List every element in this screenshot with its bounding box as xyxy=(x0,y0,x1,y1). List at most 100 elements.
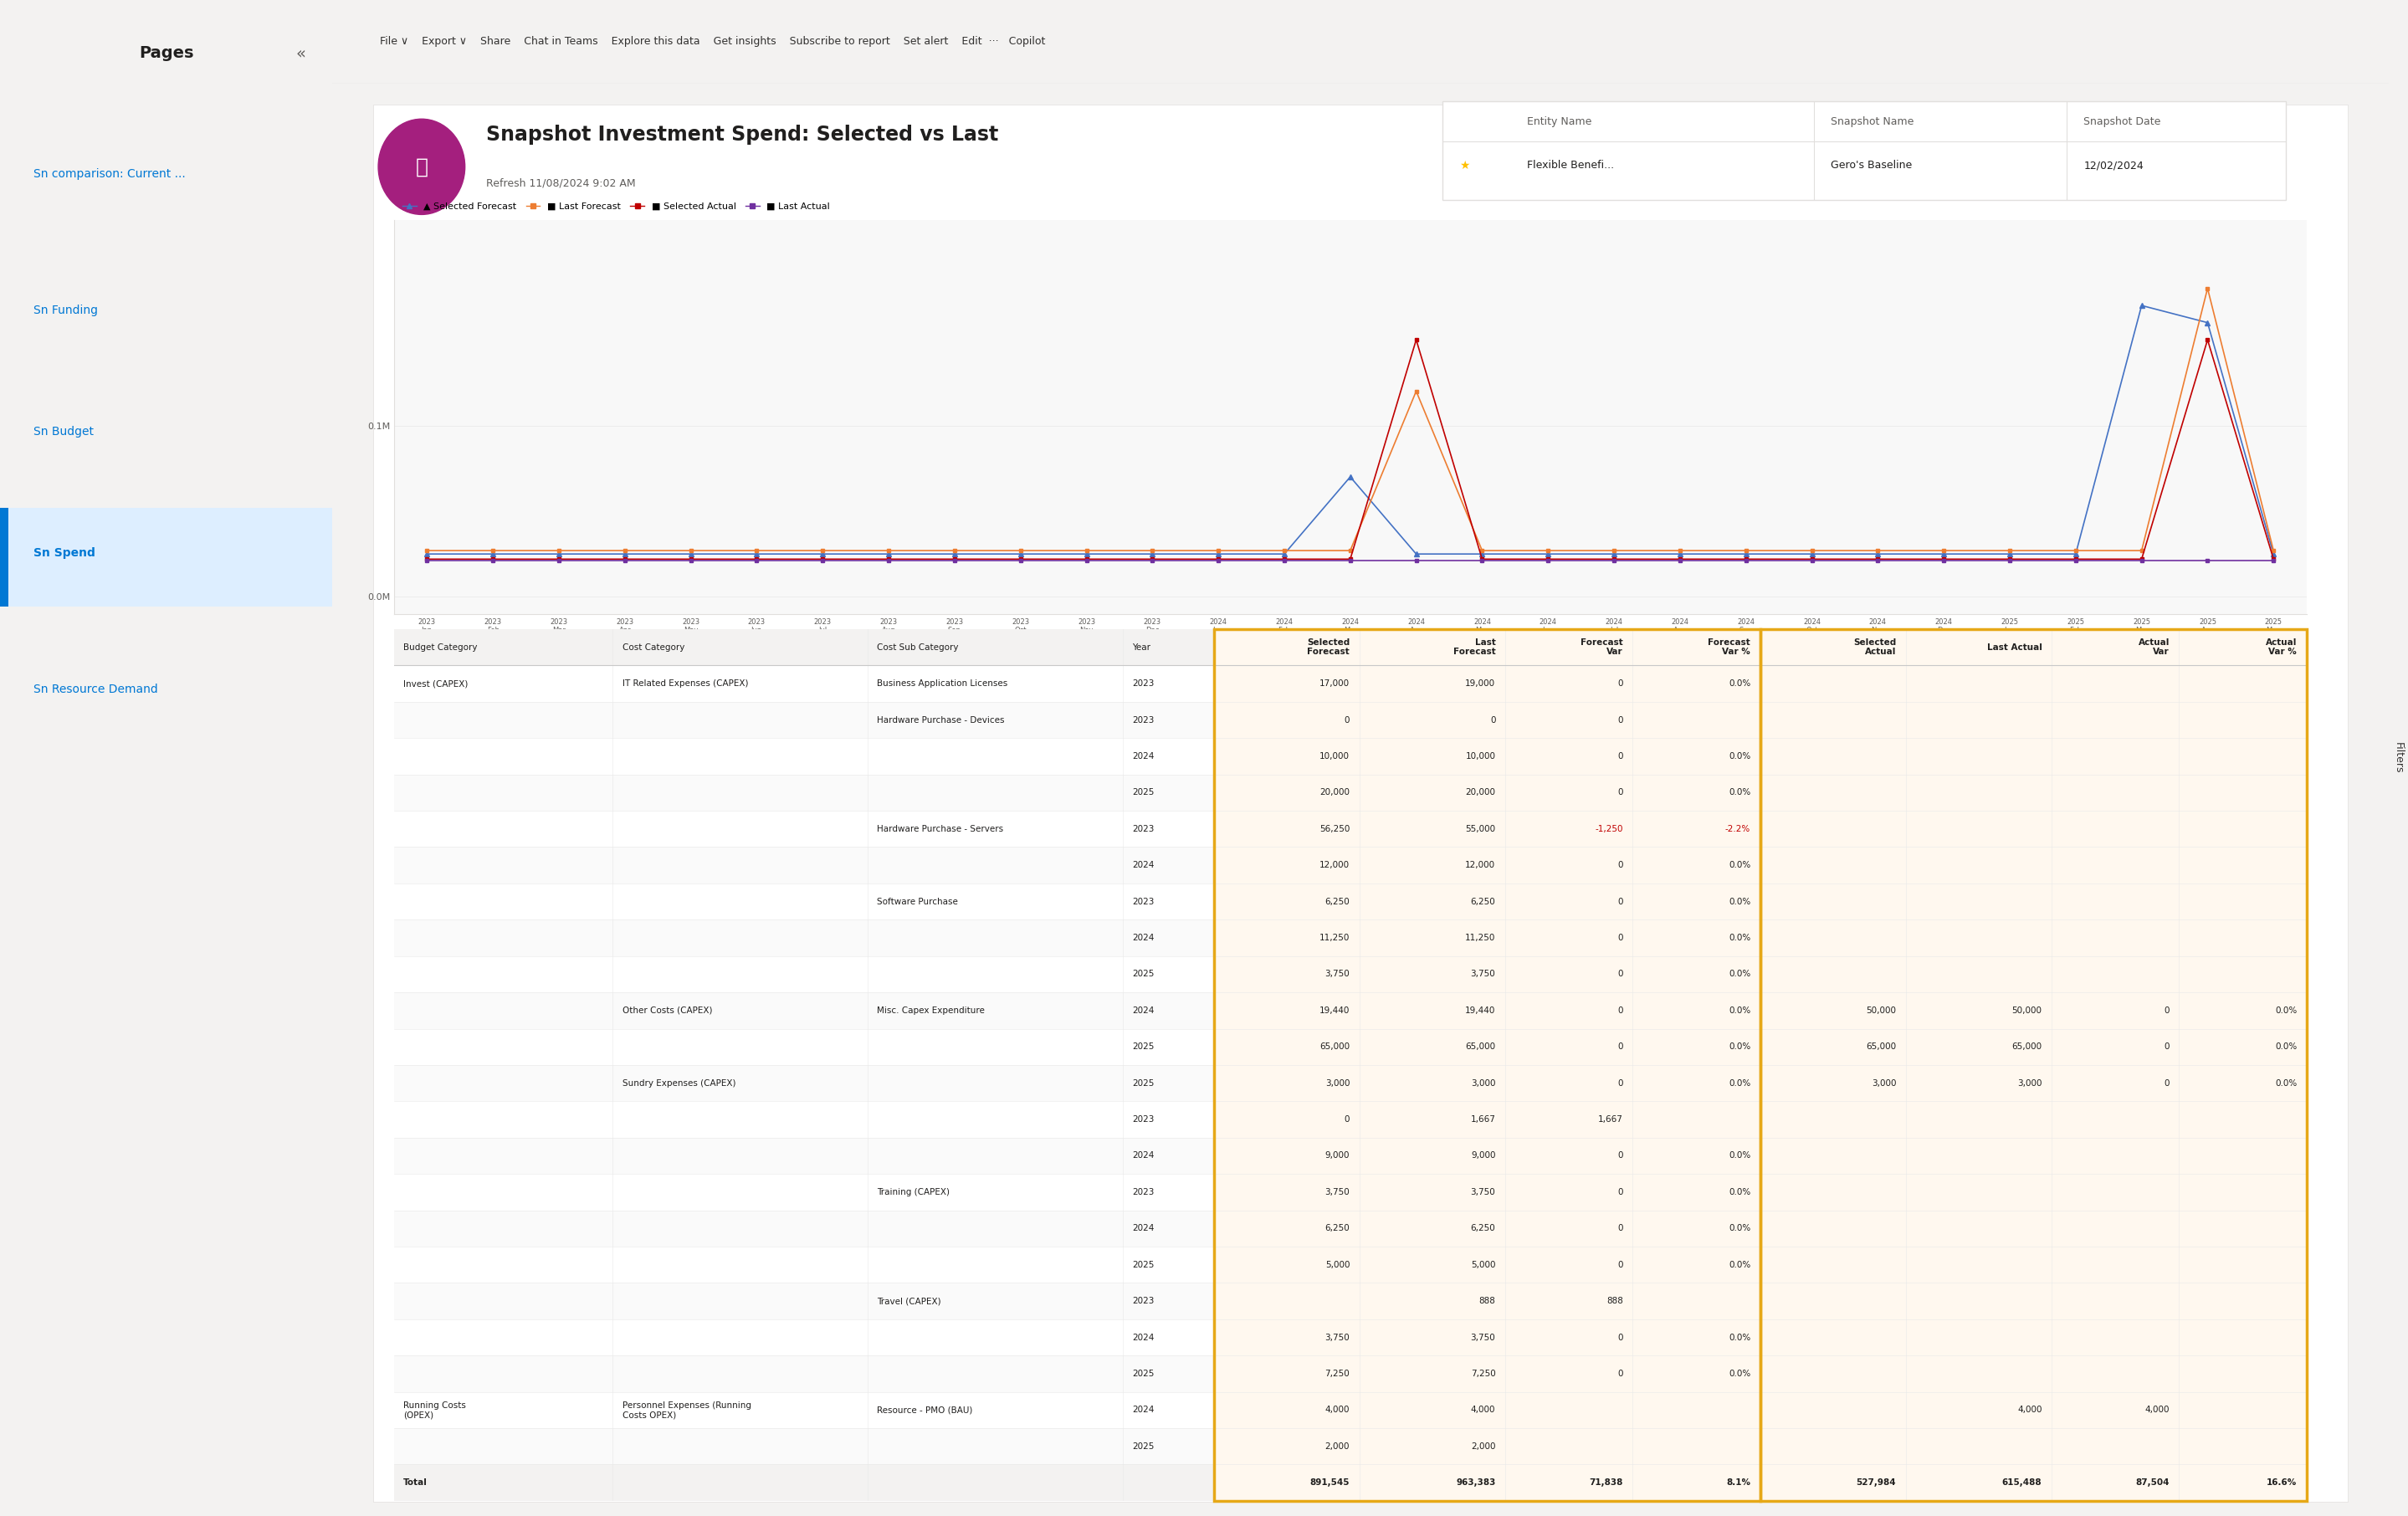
Text: 2025: 2025 xyxy=(1132,1043,1153,1051)
Last Forecast xyxy=(1139,541,1168,559)
Text: 6,250: 6,250 xyxy=(1471,897,1495,905)
Text: 888: 888 xyxy=(1479,1296,1495,1305)
Last Actual xyxy=(1666,552,1695,570)
Selected Actual xyxy=(1796,550,1825,568)
Last Actual xyxy=(479,552,508,570)
Last Forecast xyxy=(479,541,508,559)
Text: ★: ★ xyxy=(1459,159,1471,171)
Text: 0: 0 xyxy=(1618,1007,1623,1014)
Text: Business Application Licenses: Business Application Licenses xyxy=(877,679,1009,688)
Last Forecast xyxy=(412,541,441,559)
Text: 2025: 2025 xyxy=(1132,1369,1153,1378)
Text: 0: 0 xyxy=(1344,1116,1351,1123)
Bar xyxy=(395,775,2307,811)
Text: 1,667: 1,667 xyxy=(1599,1116,1623,1123)
Text: 19,440: 19,440 xyxy=(1464,1007,1495,1014)
Line: Selected Actual: Selected Actual xyxy=(426,338,2276,561)
Bar xyxy=(0,508,7,606)
Text: 2023: 2023 xyxy=(1132,1296,1153,1305)
Text: 17,000: 17,000 xyxy=(1320,679,1351,688)
Last Actual xyxy=(1534,552,1563,570)
Selected Forecast xyxy=(609,544,638,562)
Text: 0.0%: 0.0% xyxy=(1729,970,1751,978)
Text: 0: 0 xyxy=(1618,1152,1623,1160)
Text: 2023: 2023 xyxy=(1132,897,1153,905)
Text: 9,000: 9,000 xyxy=(1471,1152,1495,1160)
Text: 8.1%: 8.1% xyxy=(1727,1478,1751,1487)
Text: 2024: 2024 xyxy=(1132,861,1153,869)
Text: 0.0%: 0.0% xyxy=(1729,1007,1751,1014)
Text: 2025: 2025 xyxy=(1132,1261,1153,1269)
Text: 0.0%: 0.0% xyxy=(1729,897,1751,905)
Text: 50,000: 50,000 xyxy=(2011,1007,2042,1014)
Last Forecast xyxy=(609,541,638,559)
Bar xyxy=(395,811,2307,847)
Bar xyxy=(395,1283,2307,1319)
Bar xyxy=(395,1355,2307,1392)
Last Actual xyxy=(1469,552,1498,570)
Text: 963,383: 963,383 xyxy=(1457,1478,1495,1487)
Text: Resource - PMO (BAU): Resource - PMO (BAU) xyxy=(877,1405,973,1414)
Text: Refresh 11/08/2024 9:02 AM: Refresh 11/08/2024 9:02 AM xyxy=(486,179,636,190)
Selected Actual xyxy=(2259,550,2288,568)
Text: 0: 0 xyxy=(1344,716,1351,725)
Selected Actual xyxy=(609,550,638,568)
Text: File ∨    Export ∨    Share    Chat in Teams    Explore this data    Get insight: File ∨ Export ∨ Share Chat in Teams Expl… xyxy=(373,36,1045,47)
Selected Actual xyxy=(1336,550,1365,568)
Text: 0.0%: 0.0% xyxy=(1729,1079,1751,1087)
Selected Forecast xyxy=(1731,544,1760,562)
Selected Forecast xyxy=(1269,544,1298,562)
Bar xyxy=(395,884,2307,920)
Bar xyxy=(395,993,2307,1029)
Line: Last Forecast: Last Forecast xyxy=(426,287,2276,552)
Bar xyxy=(395,1392,2307,1428)
Text: 1,667: 1,667 xyxy=(1471,1116,1495,1123)
Text: 0.0%: 0.0% xyxy=(1729,1369,1751,1378)
Last Actual xyxy=(1929,552,1958,570)
Selected Forecast xyxy=(1336,468,1365,487)
Last Forecast xyxy=(1401,382,1430,400)
Last Forecast xyxy=(1469,541,1498,559)
Selected Forecast xyxy=(1929,544,1958,562)
Legend: ▲ Selected Forecast, ■ Last Forecast, ■ Selected Actual, ■ Last Actual: ▲ Selected Forecast, ■ Last Forecast, ■ … xyxy=(400,199,833,214)
Text: Sundry Expenses (CAPEX): Sundry Expenses (CAPEX) xyxy=(621,1079,734,1087)
Text: 0: 0 xyxy=(1618,1369,1623,1378)
Selected Forecast xyxy=(809,544,838,562)
Last Forecast xyxy=(1929,541,1958,559)
Last Actual xyxy=(874,552,903,570)
Text: 527,984: 527,984 xyxy=(1857,1478,1895,1487)
Selected Forecast xyxy=(1666,544,1695,562)
Last Forecast xyxy=(939,541,968,559)
Bar xyxy=(395,1246,2307,1283)
Selected Actual xyxy=(809,550,838,568)
Text: 0: 0 xyxy=(1618,1189,1623,1196)
Text: 65,000: 65,000 xyxy=(2011,1043,2042,1051)
Last Actual xyxy=(1731,552,1760,570)
Text: 7,250: 7,250 xyxy=(1324,1369,1351,1378)
FancyBboxPatch shape xyxy=(0,508,332,606)
Text: 3,750: 3,750 xyxy=(1471,1189,1495,1196)
Last Forecast xyxy=(1269,541,1298,559)
Text: 3,000: 3,000 xyxy=(2018,1079,2042,1087)
Bar xyxy=(395,1137,2307,1173)
Bar xyxy=(395,1210,2307,1246)
Last Actual xyxy=(2061,552,2090,570)
Selected Actual xyxy=(874,550,903,568)
Text: Actual
Var %: Actual Var % xyxy=(2266,638,2297,656)
Text: 0: 0 xyxy=(1618,861,1623,869)
Text: 3,000: 3,000 xyxy=(1871,1079,1895,1087)
Text: Sn Spend: Sn Spend xyxy=(34,547,94,559)
Text: 12,000: 12,000 xyxy=(1466,861,1495,869)
Text: 2023: 2023 xyxy=(1132,679,1153,688)
Selected Actual xyxy=(1929,550,1958,568)
Last Actual xyxy=(544,552,573,570)
Text: 3,750: 3,750 xyxy=(1471,1333,1495,1342)
Last Forecast xyxy=(1864,541,1893,559)
Last Actual xyxy=(609,552,638,570)
Last Forecast xyxy=(1599,541,1628,559)
Bar xyxy=(395,738,2307,775)
Last Actual xyxy=(1864,552,1893,570)
Text: 2023: 2023 xyxy=(1132,1189,1153,1196)
Text: 0: 0 xyxy=(1618,970,1623,978)
Text: 5,000: 5,000 xyxy=(1471,1261,1495,1269)
